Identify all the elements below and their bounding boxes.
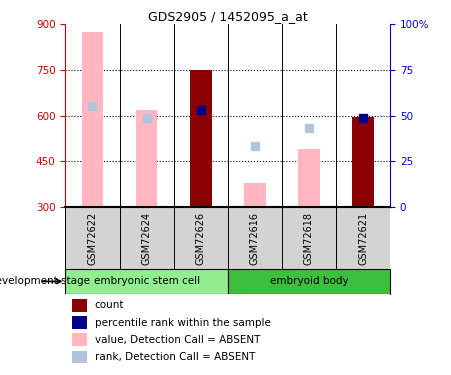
Title: GDS2905 / 1452095_a_at: GDS2905 / 1452095_a_at [148, 10, 308, 23]
Text: percentile rank within the sample: percentile rank within the sample [95, 318, 271, 327]
Text: GSM72616: GSM72616 [250, 212, 260, 265]
Bar [65, 269, 228, 294]
Text: development stage: development stage [0, 276, 90, 286]
Text: GSM72622: GSM72622 [87, 212, 97, 265]
Bar [244, 183, 266, 207]
Bar [352, 117, 374, 207]
Bar [228, 269, 390, 294]
Text: rank, Detection Call = ABSENT: rank, Detection Call = ABSENT [95, 352, 255, 362]
Text: count: count [95, 300, 124, 310]
Bar [136, 110, 157, 207]
Text: embryonic stem cell: embryonic stem cell [93, 276, 200, 286]
Bar [72, 351, 87, 363]
Text: GSM72626: GSM72626 [196, 212, 206, 265]
Text: GSM72624: GSM72624 [142, 212, 152, 265]
Text: embryoid body: embryoid body [270, 276, 348, 286]
Bar [72, 333, 87, 346]
Text: GSM72618: GSM72618 [304, 212, 314, 265]
Bar [82, 32, 103, 207]
Bar [72, 299, 87, 312]
Bar [72, 316, 87, 329]
Bar [190, 70, 212, 207]
Text: value, Detection Call = ABSENT: value, Detection Call = ABSENT [95, 335, 260, 345]
Text: GSM72621: GSM72621 [358, 212, 368, 265]
Bar [298, 149, 320, 207]
